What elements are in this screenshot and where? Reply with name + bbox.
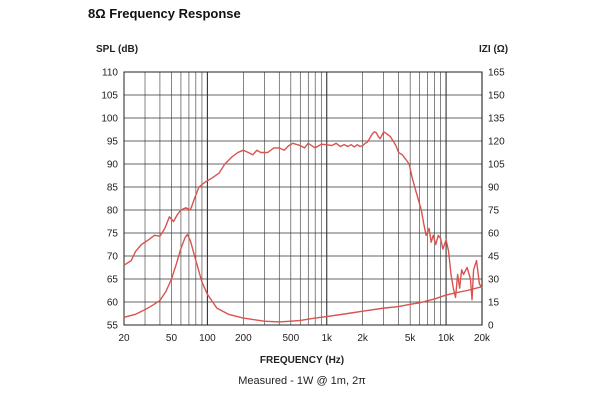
y2-axis-label: IZI (Ω)	[479, 44, 508, 55]
x-tick-label: 200	[235, 333, 252, 344]
y-tick-label: 75	[107, 229, 119, 240]
y2-tick-label: 120	[488, 137, 505, 148]
y-tick-label: 70	[107, 252, 119, 263]
y-tick-label: 110	[102, 68, 118, 79]
x-tick-label: 100	[199, 333, 216, 344]
x-axis-ticks: 20 50 100 200 500 1k 2k 5k 10k 20k	[118, 333, 491, 344]
y-tick-label: 80	[107, 206, 119, 217]
y-tick-label: 100	[101, 114, 118, 125]
y-axis-ticks: 110 105 100 95 90 85 80 75 70 65 60 55	[101, 68, 118, 332]
y2-tick-label: 75	[488, 206, 500, 217]
x-tick-label: 10k	[438, 333, 455, 344]
y2-tick-label: 45	[488, 252, 500, 263]
y-axis-label: SPL (dB)	[96, 44, 138, 55]
x-tick-label: 5k	[405, 333, 417, 344]
y2-tick-label: 150	[488, 91, 505, 102]
y2-tick-label: 165	[488, 68, 505, 79]
y2-tick-label: 15	[488, 298, 500, 309]
x-tick-label: 1k	[321, 333, 333, 344]
x-tick-label: 500	[282, 333, 299, 344]
y2-tick-label: 90	[488, 183, 500, 194]
y-tick-label: 55	[107, 321, 119, 332]
y2-tick-label: 30	[488, 275, 500, 286]
y-tick-label: 60	[107, 298, 119, 309]
x-tick-label: 20k	[474, 333, 491, 344]
y-tick-label: 90	[107, 160, 119, 171]
x-tick-label: 2k	[357, 333, 369, 344]
spl-response-line	[123, 131, 483, 301]
y-tick-label: 95	[107, 137, 119, 148]
page-title: 8Ω Frequency Response	[88, 6, 241, 21]
x-tick-label: 20	[118, 333, 130, 344]
chart-series	[123, 131, 483, 323]
y-tick-label: 65	[107, 275, 119, 286]
impedance-line	[123, 233, 483, 323]
x-tick-label: 50	[166, 333, 178, 344]
y2-tick-label: 105	[488, 160, 505, 171]
y2-tick-label: 60	[488, 229, 500, 240]
y-tick-label: 85	[107, 183, 119, 194]
chart-caption: Measured - 1W @ 1m, 2π	[238, 375, 366, 387]
x-axis-label: FREQUENCY (Hz)	[260, 355, 344, 366]
plot-frame	[123, 71, 483, 326]
y2-tick-label: 0	[488, 321, 494, 332]
y-tick-label: 105	[101, 91, 118, 102]
chart-grid	[123, 71, 483, 326]
y2-tick-label: 135	[488, 114, 505, 125]
